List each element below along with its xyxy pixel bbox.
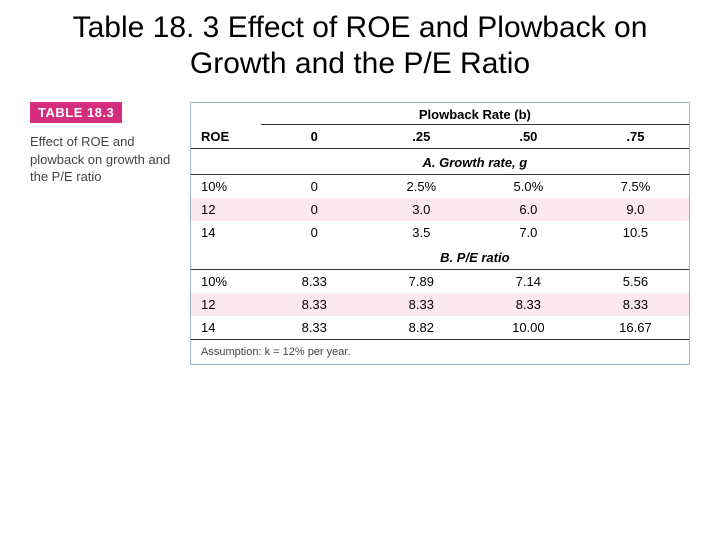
- value-cell: 0: [261, 175, 368, 199]
- col-header-2: .50: [475, 125, 582, 149]
- roe-cell: 12: [191, 198, 261, 221]
- table-row: 10%02.5%5.0%7.5%: [191, 175, 689, 199]
- section-label: B. P/E ratio: [261, 244, 689, 270]
- roe-cell: 10%: [191, 270, 261, 294]
- value-cell: 7.5%: [582, 175, 689, 199]
- data-table: Plowback Rate (b) ROE 0 .25 .50 .75 A. G…: [191, 103, 689, 364]
- roe-cell: 14: [191, 316, 261, 340]
- value-cell: 0: [261, 198, 368, 221]
- slide-title: Table 18. 3 Effect of ROE and Plowback o…: [30, 10, 690, 82]
- section-blank: [191, 149, 261, 175]
- roe-cell: 10%: [191, 175, 261, 199]
- roe-cell: 14: [191, 221, 261, 244]
- value-cell: 7.0: [475, 221, 582, 244]
- table-row: 1403.57.010.5: [191, 221, 689, 244]
- value-cell: 8.33: [261, 316, 368, 340]
- roe-header: ROE: [191, 125, 261, 149]
- value-cell: 0: [261, 221, 368, 244]
- value-cell: 8.33: [368, 293, 475, 316]
- section-header-row: A. Growth rate, g: [191, 149, 689, 175]
- assumption-text: Assumption: k = 12% per year.: [191, 340, 689, 365]
- table-row: 128.338.338.338.33: [191, 293, 689, 316]
- value-cell: 8.33: [261, 293, 368, 316]
- value-cell: 16.67: [582, 316, 689, 340]
- value-cell: 3.5: [368, 221, 475, 244]
- assumption-row: Assumption: k = 12% per year.: [191, 340, 689, 365]
- value-cell: 8.82: [368, 316, 475, 340]
- value-cell: 8.33: [261, 270, 368, 294]
- col-header-1: .25: [368, 125, 475, 149]
- value-cell: 5.56: [582, 270, 689, 294]
- value-cell: 5.0%: [475, 175, 582, 199]
- value-cell: 6.0: [475, 198, 582, 221]
- blank-header: [191, 103, 261, 125]
- table-row: 10%8.337.897.145.56: [191, 270, 689, 294]
- table-badge: TABLE 18.3: [30, 102, 122, 123]
- table-row: 148.338.8210.0016.67: [191, 316, 689, 340]
- value-cell: 10.5: [582, 221, 689, 244]
- value-cell: 8.33: [582, 293, 689, 316]
- plowback-header: Plowback Rate (b): [261, 103, 689, 125]
- value-cell: 3.0: [368, 198, 475, 221]
- value-cell: 7.14: [475, 270, 582, 294]
- value-cell: 8.33: [475, 293, 582, 316]
- roe-cell: 12: [191, 293, 261, 316]
- left-column: TABLE 18.3 Effect of ROE and plowback on…: [30, 102, 190, 186]
- section-blank: [191, 244, 261, 270]
- value-cell: 9.0: [582, 198, 689, 221]
- section-header-row: B. P/E ratio: [191, 244, 689, 270]
- table-caption: Effect of ROE and plowback on growth and…: [30, 133, 180, 186]
- table-row: 1203.06.09.0: [191, 198, 689, 221]
- table-wrap: Plowback Rate (b) ROE 0 .25 .50 .75 A. G…: [190, 102, 690, 365]
- col-header-3: .75: [582, 125, 689, 149]
- table-body: A. Growth rate, g10%02.5%5.0%7.5%1203.06…: [191, 149, 689, 365]
- section-label: A. Growth rate, g: [261, 149, 689, 175]
- value-cell: 10.00: [475, 316, 582, 340]
- content-wrap: TABLE 18.3 Effect of ROE and plowback on…: [30, 102, 690, 365]
- value-cell: 7.89: [368, 270, 475, 294]
- col-header-0: 0: [261, 125, 368, 149]
- value-cell: 2.5%: [368, 175, 475, 199]
